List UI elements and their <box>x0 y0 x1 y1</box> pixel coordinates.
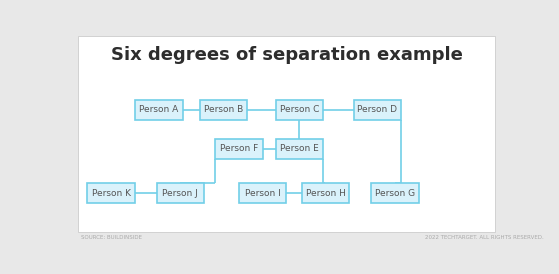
FancyBboxPatch shape <box>371 183 419 203</box>
FancyBboxPatch shape <box>200 100 248 120</box>
Text: Person A: Person A <box>139 105 178 114</box>
Text: Six degrees of separation example: Six degrees of separation example <box>111 46 462 64</box>
Text: 2022 TECHTARGET. ALL RIGHTS RESERVED.: 2022 TECHTARGET. ALL RIGHTS RESERVED. <box>425 235 544 241</box>
FancyBboxPatch shape <box>215 139 263 159</box>
Text: Person H: Person H <box>306 189 345 198</box>
Text: Person C: Person C <box>280 105 319 114</box>
FancyBboxPatch shape <box>239 183 287 203</box>
FancyBboxPatch shape <box>135 100 183 120</box>
Text: Person G: Person G <box>375 189 415 198</box>
FancyBboxPatch shape <box>157 183 204 203</box>
Text: Person B: Person B <box>204 105 243 114</box>
Text: Person D: Person D <box>357 105 397 114</box>
FancyBboxPatch shape <box>78 36 495 232</box>
Text: Person K: Person K <box>92 189 131 198</box>
Text: Person J: Person J <box>163 189 198 198</box>
FancyBboxPatch shape <box>276 100 323 120</box>
Text: Person E: Person E <box>280 144 319 153</box>
Text: SOURCE: BUILDINSIDE: SOURCE: BUILDINSIDE <box>80 235 141 241</box>
FancyBboxPatch shape <box>302 183 349 203</box>
Text: Person I: Person I <box>245 189 281 198</box>
FancyBboxPatch shape <box>354 100 401 120</box>
FancyBboxPatch shape <box>276 139 323 159</box>
Text: Person F: Person F <box>220 144 258 153</box>
FancyBboxPatch shape <box>87 183 135 203</box>
